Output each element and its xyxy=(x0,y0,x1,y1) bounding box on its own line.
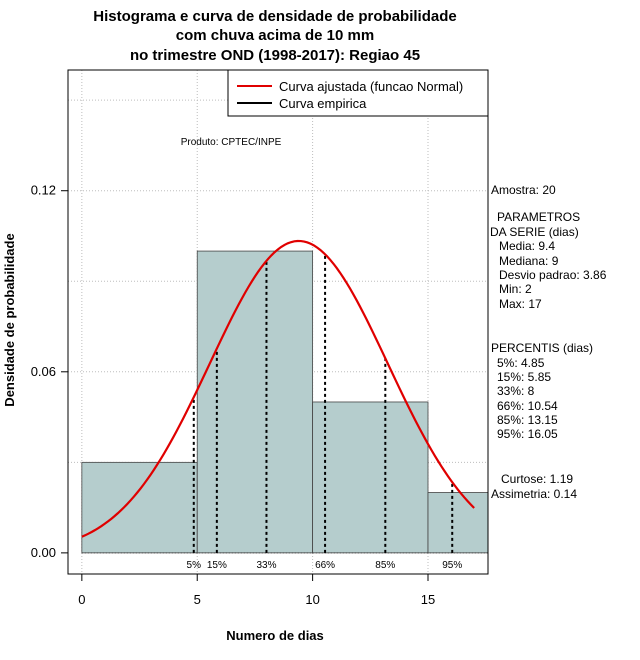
legend-label-normal-fit: Curva ajustada (funcao Normal) xyxy=(279,79,463,94)
legend-label-empirical: Curva empirica xyxy=(279,96,367,111)
params-header-1: PARAMETROS xyxy=(497,210,580,224)
percentile-lines: 5% 15% 33% 66% 85% 95% xyxy=(187,254,462,571)
chart-title-line-3: no trimestre OND (1998-2017): Regiao 45 xyxy=(130,47,420,64)
params-header-2: DA SERIE (dias) xyxy=(490,225,579,239)
percentile-label-15: 15% xyxy=(207,560,227,571)
percentiles-header: PERCENTIS (dias) xyxy=(491,341,593,355)
x-tick-label-0: 0 xyxy=(78,592,85,607)
histogram-bar-3 xyxy=(312,401,429,554)
stat-p33: 33%: 8 xyxy=(497,384,535,398)
histogram-bars xyxy=(81,250,489,554)
x-tick-label-2: 10 xyxy=(305,592,319,607)
legend: Curva ajustada (funcao Normal) Curva emp… xyxy=(227,69,489,117)
axes: 0 5 10 15 0.00 0.06 0.12 xyxy=(31,183,436,607)
param-mean: Media: 9.4 xyxy=(499,239,555,253)
chart-title-line-1: Histograma e curva de densidade de proba… xyxy=(93,8,456,25)
y-axis-title: Densidade de probabilidade xyxy=(2,233,17,406)
percentile-label-85: 85% xyxy=(375,560,395,571)
param-max: Max: 17 xyxy=(499,297,542,311)
legend-box xyxy=(227,69,489,117)
normal-fit-curve xyxy=(81,239,475,538)
y-tick-label-2: 0.12 xyxy=(31,183,56,198)
percentile-label-66: 66% xyxy=(315,560,335,571)
histogram-bar-2 xyxy=(196,250,314,554)
x-axis-title: Numero de dias xyxy=(226,628,324,643)
percentile-label-95: 95% xyxy=(442,560,462,571)
percentile-label-5: 5% xyxy=(187,560,202,571)
percentile-label-33: 33% xyxy=(256,560,276,571)
stat-p15: 15%: 5.85 xyxy=(497,370,551,384)
stat-p95: 95%: 16.05 xyxy=(497,427,558,441)
histogram-bar-1 xyxy=(81,461,198,554)
credit-text: Produto: CPTEC/INPE xyxy=(181,137,282,148)
stat-p66: 66%: 10.54 xyxy=(497,399,558,413)
histogram-bar-4 xyxy=(427,492,489,554)
x-tick-label-1: 5 xyxy=(194,592,201,607)
y-tick-label-1: 0.06 xyxy=(31,364,56,379)
normal-fit-curve-layer xyxy=(81,239,475,538)
sample-size-text: Amostra: 20 xyxy=(491,183,556,197)
stat-kurtosis: Curtose: 1.19 xyxy=(501,472,573,486)
param-min: Min: 2 xyxy=(499,282,532,296)
stat-p85: 85%: 13.15 xyxy=(497,413,558,427)
y-tick-label-0: 0.00 xyxy=(31,545,56,560)
param-sd: Desvio padrao: 3.86 xyxy=(499,268,607,282)
stat-p5: 5%: 4.85 xyxy=(497,356,545,370)
x-tick-label-3: 15 xyxy=(421,592,435,607)
stats-panel: Amostra: 20 PARAMETROS DA SERIE (dias) M… xyxy=(490,183,607,501)
chart-title-line-2: com chuva acima de 10 mm xyxy=(176,27,374,44)
stat-skewness: Assimetria: 0.14 xyxy=(491,487,577,501)
param-median: Mediana: 9 xyxy=(499,254,559,268)
